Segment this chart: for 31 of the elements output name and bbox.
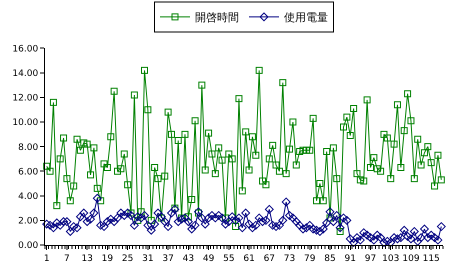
x-tick-label: 19 [102,254,114,264]
x-tick-label: 73 [284,254,296,264]
y-tick-label: 16.00 [12,44,38,54]
x-tick-label: 25 [122,254,134,264]
y-tick-label: 10.00 [12,118,38,128]
legend-label: 開啓時間 [195,11,239,24]
y-tick-label: 12.00 [12,94,38,104]
x-tick-label: 97 [364,254,376,264]
x-tick-label: 91 [344,254,356,264]
x-tick-label: 55 [223,254,235,264]
y-tick-label: 0.00 [18,241,38,252]
x-tick-label: 61 [243,254,255,264]
x-tick-label: 79 [304,254,316,264]
x-tick-label: 7 [64,254,70,264]
x-tick-label: 85 [324,254,336,264]
x-tick-label: 103 [382,254,400,264]
x-tick-label: 43 [182,254,194,264]
y-tick-label: 8.00 [18,142,38,153]
x-tick-label: 109 [402,254,420,264]
y-tick-label: 2.00 [18,216,38,227]
x-tick-label: 31 [142,254,154,264]
x-tick-label: 67 [264,254,276,264]
x-tick-label: 13 [81,254,93,264]
y-tick-label: 6.00 [18,167,38,178]
x-tick-label: 37 [162,254,174,264]
y-tick-label: 14.00 [12,68,38,79]
x-tick-label: 49 [202,254,215,264]
x-tick-label: 115 [422,254,440,264]
x-tick-label: 1 [44,254,50,264]
y-tick-label: 4.00 [18,192,38,202]
legend-label: 使用電量 [284,11,328,24]
